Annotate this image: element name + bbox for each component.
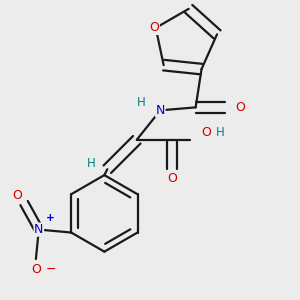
Text: O: O <box>149 21 159 34</box>
Text: O: O <box>12 189 22 202</box>
Text: H: H <box>216 126 225 139</box>
Text: +: + <box>46 213 55 223</box>
Text: H: H <box>137 97 146 110</box>
Text: −: − <box>45 263 56 276</box>
Text: O: O <box>236 101 245 114</box>
Text: N: N <box>156 104 165 117</box>
Text: O: O <box>202 126 212 139</box>
Text: O: O <box>31 263 41 276</box>
Text: H: H <box>87 157 95 170</box>
Text: O: O <box>167 172 177 184</box>
Text: N: N <box>34 223 44 236</box>
